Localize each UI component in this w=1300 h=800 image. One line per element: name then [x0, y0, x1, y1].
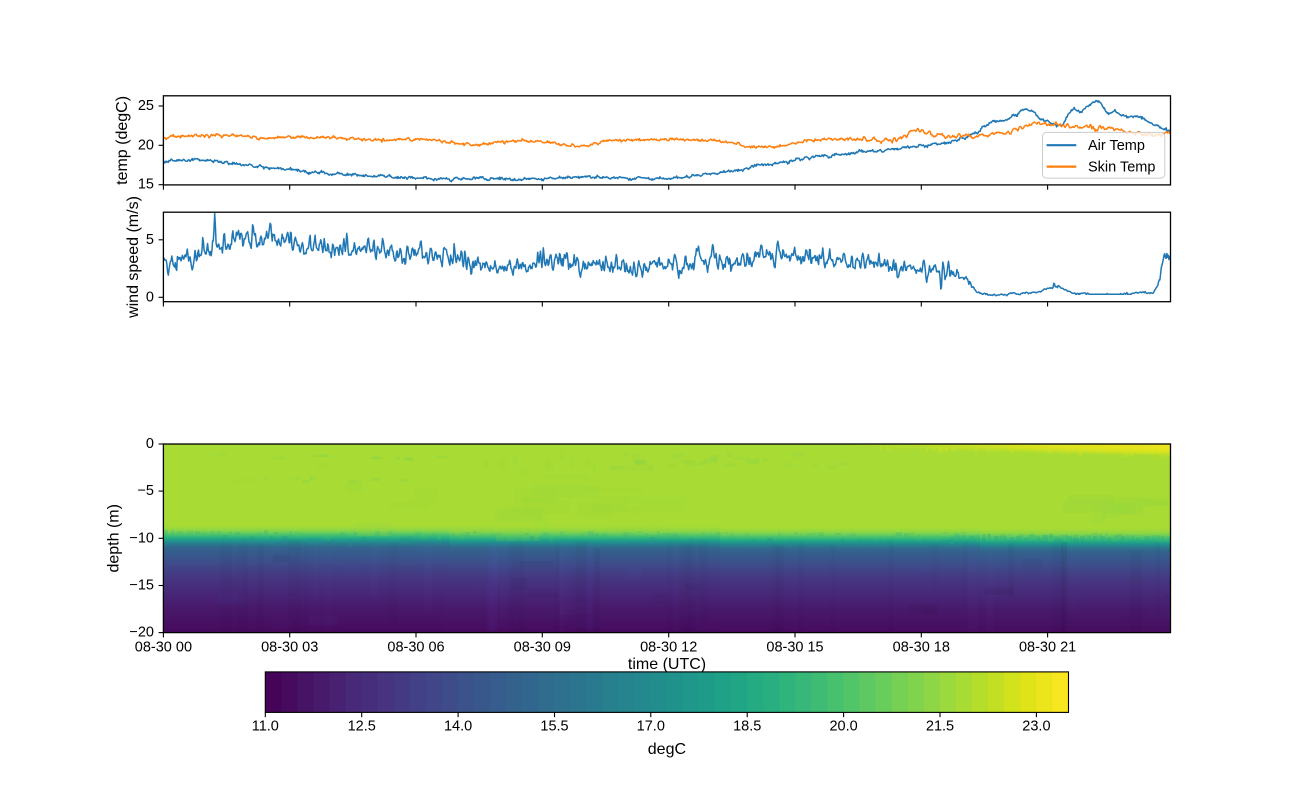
svg-text:depth (m): depth (m)	[106, 504, 123, 572]
svg-text:0: 0	[146, 436, 154, 452]
svg-text:12.5: 12.5	[348, 719, 376, 735]
svg-text:08-30 12: 08-30 12	[640, 640, 697, 656]
svg-text:08-30 18: 08-30 18	[893, 640, 950, 656]
svg-text:15.5: 15.5	[540, 719, 568, 735]
svg-text:23.0: 23.0	[1022, 719, 1050, 735]
svg-text:20.0: 20.0	[829, 719, 857, 735]
svg-text:5: 5	[146, 232, 154, 248]
svg-text:08-30 00: 08-30 00	[135, 640, 192, 656]
svg-text:17.0: 17.0	[637, 719, 665, 735]
svg-text:11.0: 11.0	[252, 719, 279, 735]
svg-text:−10: −10	[129, 530, 154, 546]
svg-text:08-30 03: 08-30 03	[261, 640, 318, 656]
svg-text:08-30 06: 08-30 06	[387, 640, 444, 656]
svg-text:08-30 21: 08-30 21	[1019, 640, 1076, 656]
svg-text:21.5: 21.5	[926, 719, 954, 735]
svg-text:wind speed (m/s): wind speed (m/s)	[125, 196, 142, 319]
svg-text:−15: −15	[129, 578, 154, 594]
svg-text:25: 25	[138, 98, 154, 114]
svg-text:08-30 15: 08-30 15	[766, 640, 823, 656]
svg-text:temp (degC): temp (degC)	[114, 96, 131, 185]
svg-text:20: 20	[138, 137, 154, 153]
svg-text:0: 0	[146, 289, 154, 305]
svg-text:degC: degC	[648, 741, 686, 758]
svg-text:−20: −20	[129, 625, 154, 641]
svg-text:time (UTC): time (UTC)	[628, 656, 706, 673]
svg-text:15: 15	[138, 177, 154, 193]
svg-text:14.0: 14.0	[444, 719, 472, 735]
svg-text:Air Temp: Air Temp	[1088, 138, 1145, 154]
svg-text:−5: −5	[137, 483, 154, 499]
svg-text:08-30 09: 08-30 09	[514, 640, 571, 656]
svg-text:Skin Temp: Skin Temp	[1088, 160, 1155, 176]
svg-text:18.5: 18.5	[733, 719, 761, 735]
